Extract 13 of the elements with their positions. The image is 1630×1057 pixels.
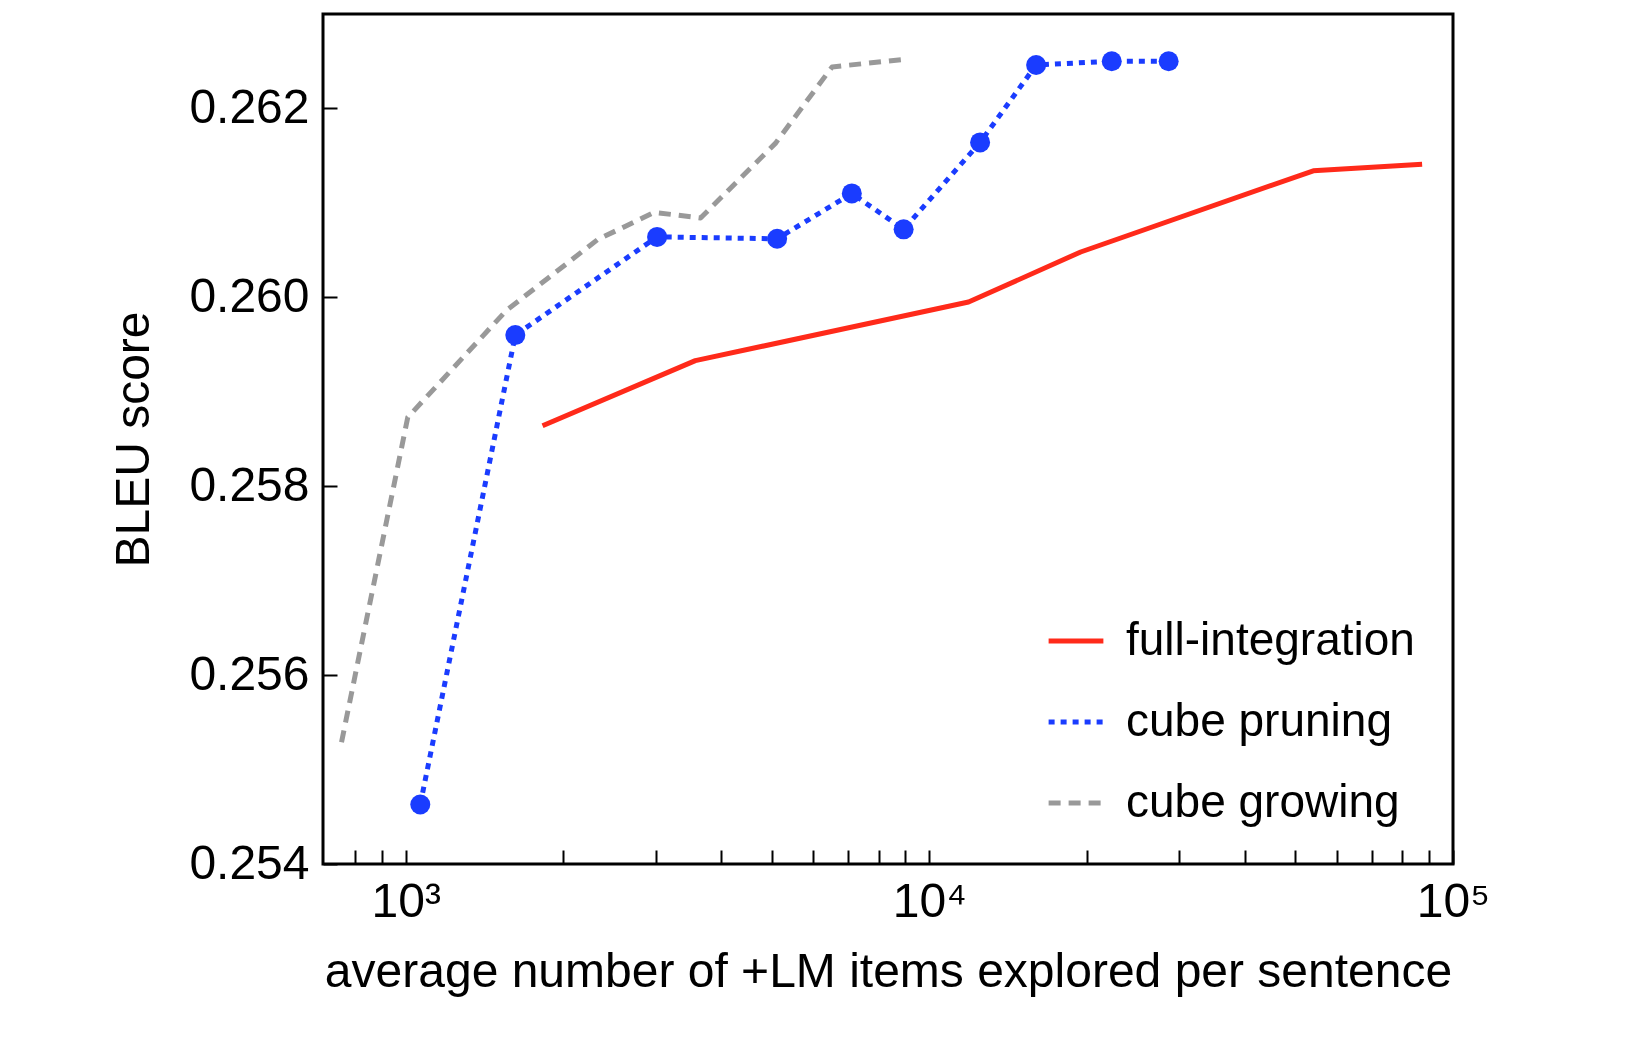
- x-tick-label: 10³: [371, 873, 441, 927]
- y-axis-title: BLEU score: [106, 311, 160, 568]
- y-tick-label: 0.258: [189, 457, 310, 511]
- y-tick-label: 0.256: [189, 646, 310, 700]
- legend-label: cube pruning: [1126, 694, 1392, 746]
- y-tick-label: 0.262: [189, 79, 310, 133]
- y-tick-label: 0.254: [189, 835, 310, 889]
- legend-label: cube growing: [1126, 775, 1400, 827]
- legend-label: full-integration: [1126, 613, 1415, 665]
- x-axis-title: average number of +LM items explored per sentence: [324, 943, 1453, 997]
- x-tick-label: 10⁴: [892, 873, 967, 927]
- x-tick-label: 10⁵: [1416, 873, 1491, 927]
- y-tick-label: 0.260: [189, 268, 310, 322]
